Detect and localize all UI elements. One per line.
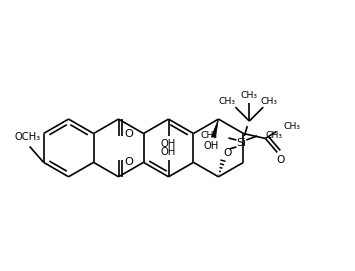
Text: CH₃: CH₃ <box>261 97 278 106</box>
Text: CH₃: CH₃ <box>283 122 300 131</box>
Text: CH₃: CH₃ <box>201 131 218 140</box>
Text: O: O <box>276 155 284 165</box>
Text: CH₃: CH₃ <box>241 91 258 100</box>
Polygon shape <box>212 119 218 137</box>
Text: OH: OH <box>204 141 219 151</box>
Text: Si: Si <box>236 138 246 148</box>
Text: CH₃: CH₃ <box>265 131 282 140</box>
Text: CH₃: CH₃ <box>219 97 236 106</box>
Text: OH: OH <box>161 139 176 149</box>
Text: OCH₃: OCH₃ <box>15 133 41 143</box>
Text: OH: OH <box>161 147 176 157</box>
Text: O: O <box>125 129 133 139</box>
Text: O: O <box>125 157 133 167</box>
Text: O: O <box>223 148 231 158</box>
